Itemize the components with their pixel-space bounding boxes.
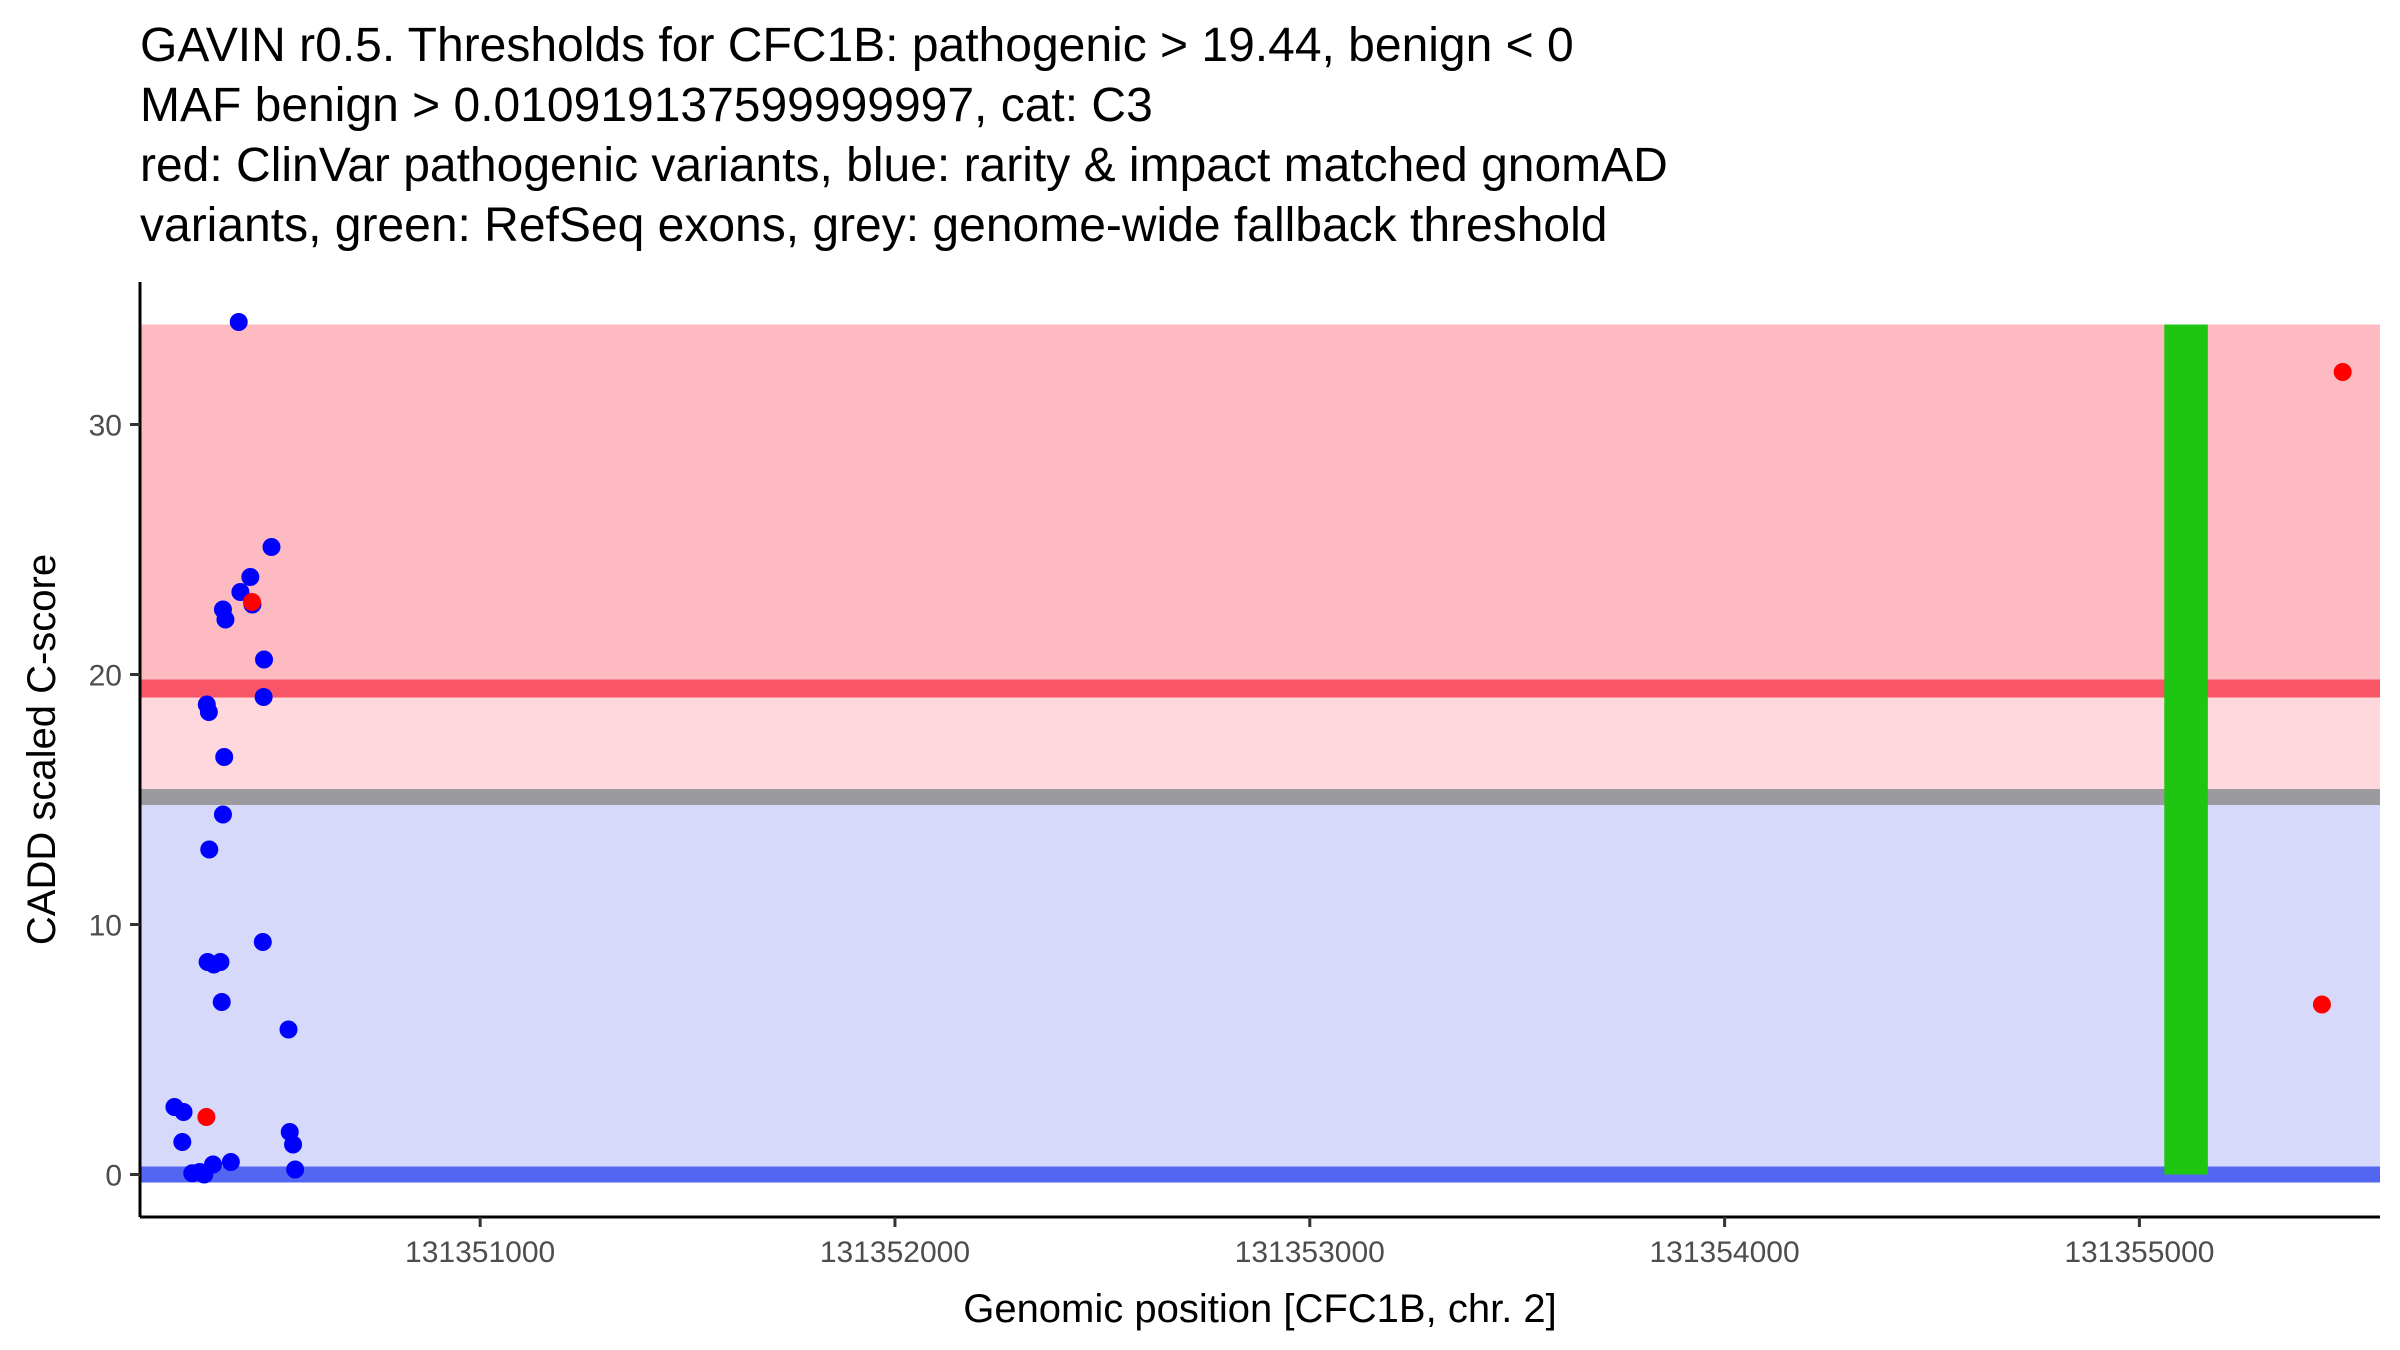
chart-title-line-4: variants, green: RefSeq exons, grey: gen… bbox=[140, 199, 1608, 252]
clinvar-point bbox=[2312, 995, 2331, 1014]
x-tick-label: 131354000 bbox=[1650, 1236, 1800, 1269]
x-tick-label: 131352000 bbox=[820, 1236, 970, 1269]
gnomad-point bbox=[255, 650, 274, 669]
chart-title-line-1: GAVIN r0.5. Thresholds for CFC1B: pathog… bbox=[140, 19, 1574, 72]
chart-title-line-2: MAF benign > 0.010919137599999997, cat: … bbox=[140, 79, 1153, 132]
x-tick-label: 131355000 bbox=[2064, 1236, 2214, 1269]
gnomad-point bbox=[212, 993, 231, 1011]
benign-zone bbox=[140, 797, 2380, 1175]
gnomad-point bbox=[174, 1103, 193, 1121]
clinvar-point bbox=[197, 1108, 216, 1126]
gnomad-point bbox=[279, 1020, 298, 1039]
pathogenic-zone bbox=[140, 324, 2380, 689]
gnomad-point bbox=[229, 313, 248, 331]
gnomad-point bbox=[286, 1160, 305, 1179]
gnomad-point bbox=[253, 933, 272, 951]
x-axis-title: Genomic position [CFC1B, chr. 2] bbox=[963, 1287, 1557, 1331]
y-tick-label: 30 bbox=[89, 410, 122, 443]
gnomad-point bbox=[211, 953, 230, 971]
gnomad-point bbox=[284, 1135, 303, 1154]
chart-title-line-3: red: ClinVar pathogenic variants, blue: … bbox=[140, 139, 1668, 192]
gnomad-point bbox=[215, 748, 234, 766]
gnomad-point bbox=[200, 840, 219, 859]
y-axis-title: CADD scaled C-score bbox=[20, 554, 64, 945]
y-tick-label: 10 bbox=[89, 910, 122, 943]
gnomad-point bbox=[173, 1133, 192, 1151]
gnomad-point bbox=[199, 703, 218, 721]
gnomad-point bbox=[241, 568, 260, 586]
gnomad-point bbox=[195, 1165, 214, 1184]
x-tick-label: 131353000 bbox=[1235, 1236, 1385, 1269]
intermediate-zone bbox=[140, 688, 2380, 797]
x-tick-label: 131351000 bbox=[405, 1236, 555, 1269]
gnomad-point bbox=[216, 610, 235, 629]
gnomad-point bbox=[213, 805, 232, 824]
gnomad-point bbox=[221, 1153, 240, 1171]
gnomad-point bbox=[254, 688, 273, 706]
clinvar-point bbox=[2333, 363, 2352, 381]
y-tick-label: 0 bbox=[105, 1160, 122, 1193]
clinvar-point bbox=[243, 593, 261, 611]
exon-bar bbox=[2164, 324, 2208, 1175]
gnomad-point bbox=[262, 538, 281, 556]
y-tick-label: 20 bbox=[89, 660, 122, 693]
